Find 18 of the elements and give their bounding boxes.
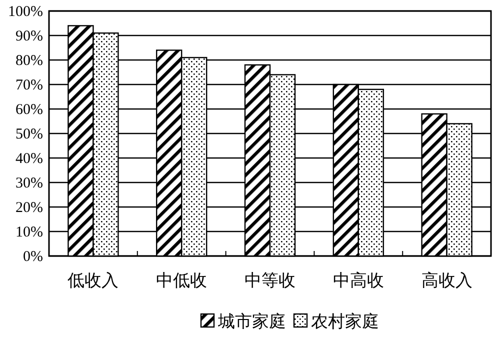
y-tick-label: 80%	[16, 53, 43, 69]
x-tick-label: 中等收	[244, 271, 296, 290]
y-tick-label: 40%	[16, 151, 43, 167]
y-tick-label: 20%	[16, 200, 43, 216]
y-tick-label: 10%	[16, 224, 43, 240]
x-tick-label: 中低收	[156, 271, 208, 290]
x-tick-label: 中高收	[332, 271, 384, 290]
y-tick-label: 100%	[8, 4, 43, 20]
legend-label: 城市家庭	[217, 312, 286, 331]
y-tick-label: 50%	[16, 126, 43, 142]
y-tick-label: 90%	[16, 28, 43, 44]
y-tick-label: 60%	[16, 102, 43, 118]
y-tick-label: 70%	[16, 78, 43, 94]
x-tick-label: 高收入	[421, 271, 472, 290]
y-tick-label: 30%	[16, 176, 43, 192]
legend-label: 农村家庭	[311, 312, 379, 331]
y-tick-label: 0%	[23, 249, 43, 265]
x-tick-label: 低收入	[68, 271, 119, 290]
